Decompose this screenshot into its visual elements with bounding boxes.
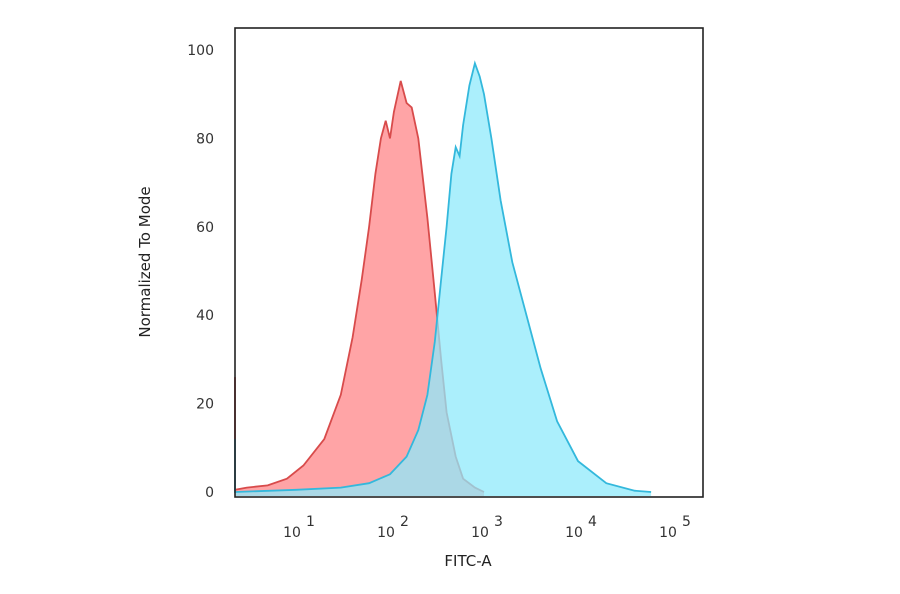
- x-tick-exponent: 2: [400, 514, 409, 530]
- x-tick-label: 10: [377, 525, 395, 541]
- series-line-1: [234, 60, 652, 493]
- y-tick-label: 80: [196, 131, 214, 147]
- y-tick-label: 0: [205, 485, 214, 501]
- histogram-series: [234, 60, 652, 497]
- y-axis-label: Normalized To Mode: [136, 186, 154, 337]
- series-area-1: [235, 63, 652, 497]
- x-tick-label: 10: [565, 525, 583, 541]
- x-axis-label: FITC-A: [444, 552, 492, 570]
- x-tick-label: 10: [471, 525, 489, 541]
- y-tick-label: 40: [196, 308, 214, 324]
- x-tick-exponent: 1: [306, 514, 315, 530]
- x-tick-exponent: 5: [682, 514, 691, 530]
- y-axis-ticks: 0 20 40 60 80 100: [187, 43, 214, 501]
- series-area-0: [235, 80, 484, 497]
- x-tick-exponent: 3: [494, 514, 503, 530]
- y-tick-label: 60: [196, 220, 214, 236]
- x-tick-exponent: 4: [588, 514, 597, 530]
- y-tick-label: 100: [187, 43, 214, 59]
- x-axis-ticks: 10 1 10 2 10 3 10 4 10 5: [283, 514, 691, 541]
- x-tick-label: 10: [659, 525, 677, 541]
- x-tick-label: 10: [283, 525, 301, 541]
- y-tick-label: 20: [196, 397, 214, 413]
- plot-frame: [234, 27, 704, 498]
